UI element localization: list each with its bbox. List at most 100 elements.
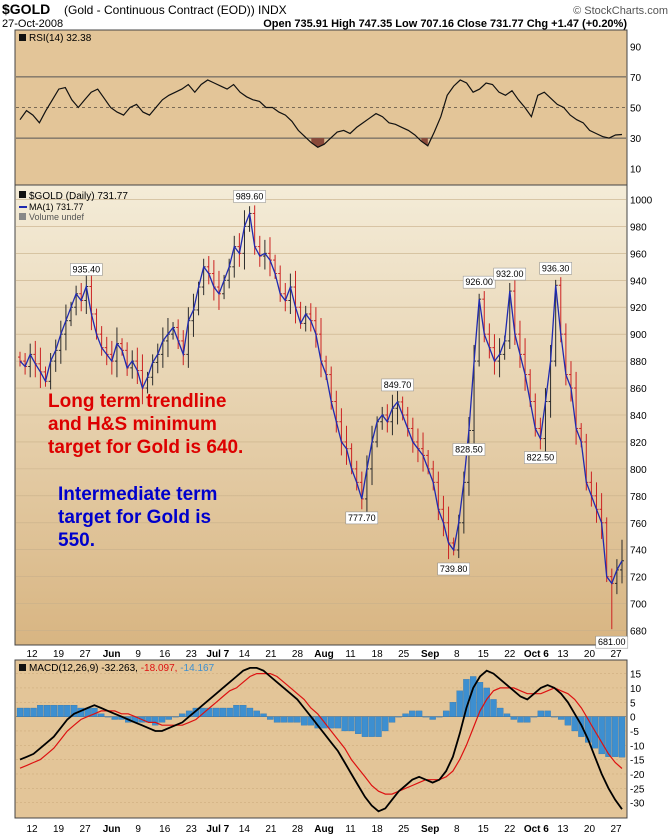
price-label-box bbox=[233, 190, 266, 203]
macd-x-label: 21 bbox=[265, 824, 277, 835]
macd-histogram-bar bbox=[585, 716, 592, 743]
macd-histogram-bar bbox=[456, 690, 463, 717]
macd-x-label: Jun bbox=[103, 824, 121, 835]
macd-histogram-bar bbox=[402, 713, 409, 717]
price-title: $GOLD (Daily) 731.77 bbox=[29, 191, 128, 202]
macd-histogram-bar bbox=[415, 710, 423, 717]
macd-histogram-bar bbox=[50, 705, 57, 717]
macd-histogram-bar bbox=[23, 707, 30, 717]
macd-histogram-bar bbox=[57, 705, 64, 717]
price-tick-label: 780 bbox=[630, 492, 647, 503]
price-tick-label: 700 bbox=[630, 600, 647, 611]
macd-x-label: Jul 7 bbox=[206, 824, 229, 835]
price-label: 935.40 bbox=[73, 264, 101, 274]
price-x-label: 20 bbox=[584, 649, 596, 660]
price-x-label: 18 bbox=[372, 649, 384, 660]
macd-histogram-bar bbox=[382, 716, 389, 732]
macd-histogram-bar bbox=[348, 716, 355, 732]
macd-histogram-bar bbox=[253, 710, 260, 717]
rsi-tick-label: 90 bbox=[630, 42, 642, 53]
macd-histogram-bar bbox=[111, 716, 118, 720]
macd-histogram-bar bbox=[564, 716, 572, 726]
price-label-box bbox=[539, 262, 572, 275]
price-label: 849.70 bbox=[384, 380, 412, 390]
annotation-red-line-2: and H&S minimum bbox=[48, 414, 217, 435]
macd-histogram-bar bbox=[43, 705, 51, 717]
price-tick-label: 1000 bbox=[630, 195, 653, 206]
macd-histogram-bar bbox=[436, 716, 443, 718]
macd-histogram-bar bbox=[64, 705, 71, 717]
macd-histogram-bar bbox=[104, 716, 112, 718]
macd-histogram-bar bbox=[246, 707, 254, 717]
macd-histogram-bar bbox=[233, 705, 240, 717]
macd-x-label: 12 bbox=[26, 824, 38, 835]
chart-exchange: INDX bbox=[258, 3, 287, 17]
macd-tick-label: -25 bbox=[630, 784, 645, 795]
macd-tick-label: -10 bbox=[630, 741, 645, 752]
macd-histogram-bar bbox=[361, 716, 369, 737]
macd-title-main: MACD(12,26,9) -32.263, bbox=[29, 663, 138, 674]
ma-line bbox=[19, 211, 623, 585]
price-tick-label: 840 bbox=[630, 411, 647, 422]
rsi-legend-swatch bbox=[19, 34, 26, 41]
chart-ohlc-summary: Open 735.91 High 747.35 Low 707.16 Close… bbox=[263, 18, 627, 30]
price-legend-swatch bbox=[19, 191, 26, 198]
macd-histogram-bar bbox=[158, 716, 166, 723]
price-x-label: 16 bbox=[159, 649, 171, 660]
macd-histogram-bar bbox=[618, 716, 626, 758]
watermark: © StockCharts.com bbox=[573, 5, 668, 17]
macd-histogram-bar bbox=[503, 713, 511, 717]
macd-histogram-bar bbox=[280, 716, 287, 723]
price-x-label: 12 bbox=[26, 649, 38, 660]
chart-symbol: $GOLD bbox=[2, 1, 50, 17]
macd-x-label: Oct 6 bbox=[524, 824, 549, 835]
price-label: 932.00 bbox=[496, 269, 524, 279]
volume-legend-swatch bbox=[19, 213, 26, 220]
macd-histogram-bar bbox=[612, 716, 619, 757]
price-label-box bbox=[452, 443, 486, 456]
macd-tick-label: 0 bbox=[630, 713, 636, 724]
macd-histogram-bar bbox=[226, 707, 233, 717]
macd-x-axis-labels: 12 19 27 Jun 9 16 23 Jul 7 14 21 28 Aug 11 18 25 Sep 8 15… bbox=[26, 824, 622, 835]
macd-histogram-bar bbox=[544, 710, 551, 717]
price-tick-label: 820 bbox=[630, 438, 647, 449]
price-label-box bbox=[345, 511, 379, 525]
macd-histogram-bar bbox=[212, 707, 220, 717]
rsi-title: RSI(14) 32.38 bbox=[29, 33, 92, 44]
price-axis-ticks: 680 700 720 740 760 780 800 820 840 860 880 900 920 9… bbox=[630, 195, 653, 637]
macd-histogram-bar bbox=[165, 716, 172, 720]
macd-histogram-bar bbox=[449, 702, 457, 717]
price-label-box bbox=[595, 635, 629, 649]
rsi-panel: 10 30 50 70 90 RSI(14) 32.38 bbox=[14, 29, 642, 186]
annotation-red-line-3: target for Gold is 640. bbox=[48, 437, 244, 458]
macd-tick-label: -30 bbox=[630, 799, 645, 810]
price-x-label: 25 bbox=[398, 649, 410, 660]
macd-x-label: Aug bbox=[314, 824, 333, 835]
rsi-tick-label: 30 bbox=[630, 134, 642, 145]
price-label: 739.80 bbox=[440, 564, 468, 574]
macd-histogram-bar bbox=[219, 707, 227, 717]
macd-histogram-bar bbox=[571, 716, 578, 732]
macd-x-label: 11 bbox=[345, 824, 356, 835]
price-label-box bbox=[524, 451, 557, 464]
macd-histogram-bar bbox=[388, 716, 396, 723]
price-x-label: 11 bbox=[345, 649, 356, 660]
macd-histogram-bar bbox=[497, 707, 504, 717]
chart-date: 27-Oct-2008 bbox=[2, 18, 63, 30]
macd-x-label: 15 bbox=[478, 824, 490, 835]
price-x-label: Jul 7 bbox=[206, 649, 229, 660]
price-tick-label: 720 bbox=[630, 573, 647, 584]
volume-legend-label: Volume undef bbox=[29, 212, 85, 222]
macd-x-label: 14 bbox=[239, 824, 251, 835]
macd-histogram-bar bbox=[375, 716, 382, 737]
macd-x-label: 18 bbox=[372, 824, 384, 835]
price-x-label: 21 bbox=[265, 649, 277, 660]
price-label: 936.30 bbox=[542, 263, 570, 273]
macd-histogram-bar bbox=[341, 716, 348, 732]
macd-title-signal: -18.097, bbox=[138, 663, 177, 674]
macd-histogram-bar bbox=[476, 682, 484, 717]
macd-x-label: 25 bbox=[398, 824, 410, 835]
macd-panel-bg bbox=[14, 659, 628, 819]
macd-tick-label: 15 bbox=[630, 670, 642, 681]
